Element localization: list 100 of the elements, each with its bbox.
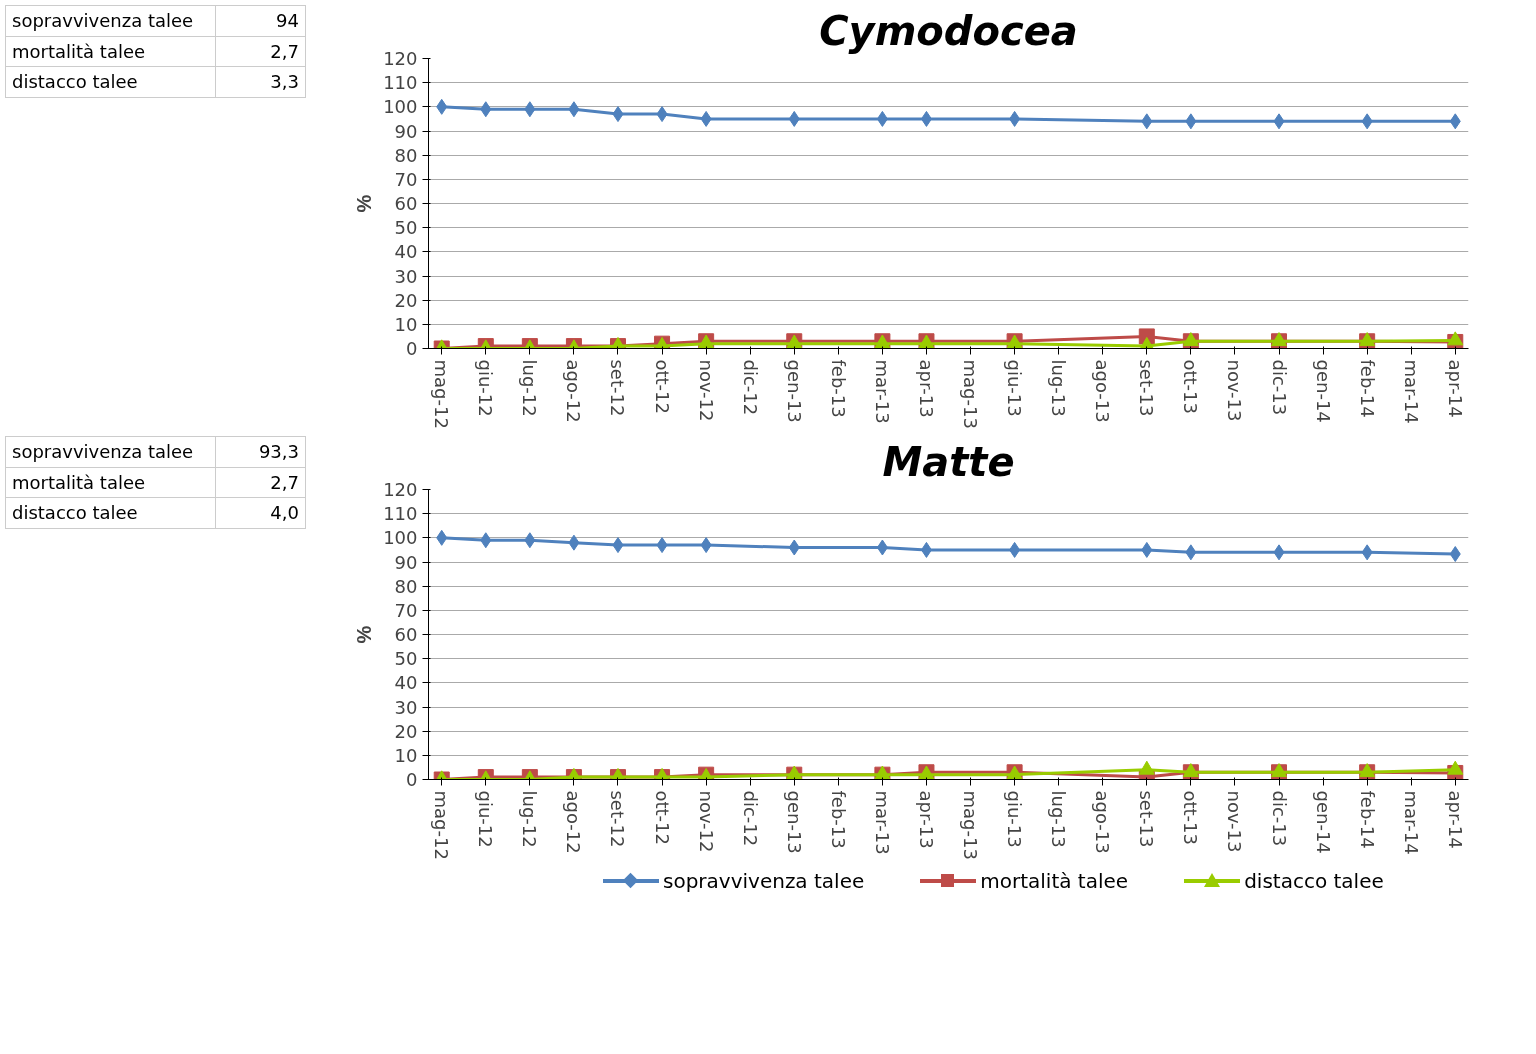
- y-tick-label: 0: [406, 769, 418, 790]
- x-tick-label: ott-13: [1180, 790, 1202, 846]
- x-tick-label: set-12: [607, 790, 629, 848]
- x-tick-label: mar-13: [871, 790, 893, 855]
- y-tick-label: 70: [394, 168, 418, 190]
- point: [1185, 544, 1197, 561]
- x-tick-label: ott-12: [651, 790, 673, 846]
- point: [920, 541, 932, 558]
- x-tick-label: apr-14: [1444, 359, 1466, 418]
- y-tick-label: 30: [394, 265, 418, 287]
- y-tick-label: 80: [394, 144, 418, 166]
- text: sopravvivenza talee 94: [12, 10, 299, 31]
- point: [1138, 760, 1155, 775]
- y-tick-label: 90: [394, 120, 418, 142]
- x-tick-label: feb-14: [1356, 790, 1378, 849]
- point: [1009, 541, 1021, 558]
- y-tick-label: 40: [394, 672, 418, 694]
- point: [480, 532, 492, 549]
- y-tick-label: 70: [394, 599, 418, 621]
- x-tick-label: ago-13: [1092, 790, 1114, 854]
- text: distacco talee 3,3: [12, 71, 299, 93]
- x-tick-label: dic-13: [1268, 359, 1290, 416]
- x-tick-label: giu-13: [1004, 790, 1026, 848]
- x-tick-label: gen-14: [1312, 359, 1334, 423]
- point: [568, 534, 580, 551]
- y-axis-title: %: [353, 194, 376, 213]
- text: mortalità talee 2,7: [12, 471, 299, 493]
- x-tick-label: set-13: [1136, 790, 1158, 848]
- x-tick-label: mag-12: [431, 359, 453, 429]
- text: sopravvivenza talee 93,3: [12, 441, 299, 462]
- x-tick-label: feb-14: [1356, 359, 1378, 418]
- point: [920, 110, 932, 127]
- point: [436, 98, 448, 115]
- x-tick-label: set-12: [607, 359, 629, 417]
- x-tick-label: giu-12: [475, 790, 497, 848]
- point: [1273, 544, 1285, 561]
- x-tick-label: ago-12: [563, 790, 585, 854]
- point: [700, 537, 712, 554]
- chart-title: Matte: [882, 438, 1015, 485]
- point: [436, 529, 448, 546]
- point: [788, 539, 800, 556]
- point: [524, 532, 536, 549]
- y-tick-label: 60: [394, 193, 418, 214]
- y-tick-label: 100: [383, 96, 418, 118]
- x-tick-label: apr-13: [915, 790, 937, 849]
- x-tick-label: gen-14: [1312, 790, 1334, 854]
- text: mortalità talee 2,7: [12, 40, 299, 62]
- point: [1141, 113, 1153, 130]
- point: [1361, 544, 1373, 561]
- x-tick-label: dic-13: [1268, 790, 1290, 847]
- point: [612, 537, 624, 554]
- point: [568, 101, 580, 118]
- point: [1361, 113, 1373, 130]
- y-tick-label: 10: [394, 313, 418, 335]
- x-tick-label: mag-13: [960, 359, 982, 429]
- y-tick-label: 50: [394, 648, 418, 670]
- x-tick-label: nov-13: [1224, 790, 1246, 853]
- legend-label: sopravvivenza talee: [663, 868, 865, 895]
- point: [524, 101, 536, 118]
- x-tick-label: gen-13: [783, 790, 805, 854]
- point: [700, 110, 712, 127]
- y-tick-label: 30: [394, 696, 418, 718]
- x-tick-label: apr-14: [1444, 790, 1466, 849]
- x-tick-label: mar-14: [1400, 359, 1422, 424]
- point: [1449, 113, 1461, 130]
- y-tick-label: 100: [383, 527, 418, 549]
- y-tick-label: 110: [383, 72, 418, 94]
- x-tick-label: nov-12: [695, 790, 717, 853]
- point: [480, 101, 492, 118]
- point: [656, 106, 668, 123]
- x-tick-label: giu-12: [475, 359, 497, 417]
- x-tick-label: nov-13: [1224, 359, 1246, 422]
- chart-title: Cymodocea: [819, 7, 1078, 54]
- x-tick-label: feb-13: [827, 359, 849, 418]
- y-tick-label: 120: [383, 479, 418, 500]
- x-tick-label: mar-13: [871, 359, 893, 424]
- y-axis-title: %: [353, 625, 376, 644]
- x-tick-label: lug-12: [519, 790, 541, 848]
- point: [1185, 113, 1197, 130]
- legend-label: mortalità talee: [980, 868, 1129, 895]
- x-tick-label: mag-13: [960, 790, 982, 860]
- x-tick-label: dic-12: [739, 790, 761, 847]
- y-tick-label: 40: [394, 241, 418, 263]
- y-tick-label: 120: [383, 48, 418, 69]
- x-tick-label: lug-12: [519, 359, 541, 417]
- x-tick-label: ago-12: [563, 359, 585, 423]
- y-tick-label: 110: [383, 503, 418, 525]
- y-tick-label: 50: [394, 217, 418, 239]
- point: [1447, 760, 1464, 775]
- point: [1449, 546, 1461, 563]
- x-tick-label: ott-12: [651, 359, 673, 415]
- y-tick-label: 10: [394, 744, 418, 766]
- y-tick-label: 60: [394, 624, 418, 645]
- x-tick-label: nov-12: [695, 359, 717, 422]
- x-tick-label: ott-13: [1180, 359, 1202, 415]
- x-tick-label: lug-13: [1048, 790, 1070, 848]
- legend-label: distacco talee: [1244, 868, 1384, 895]
- point: [1141, 541, 1153, 558]
- x-tick-label: dic-12: [739, 359, 761, 416]
- x-tick-label: apr-13: [915, 359, 937, 418]
